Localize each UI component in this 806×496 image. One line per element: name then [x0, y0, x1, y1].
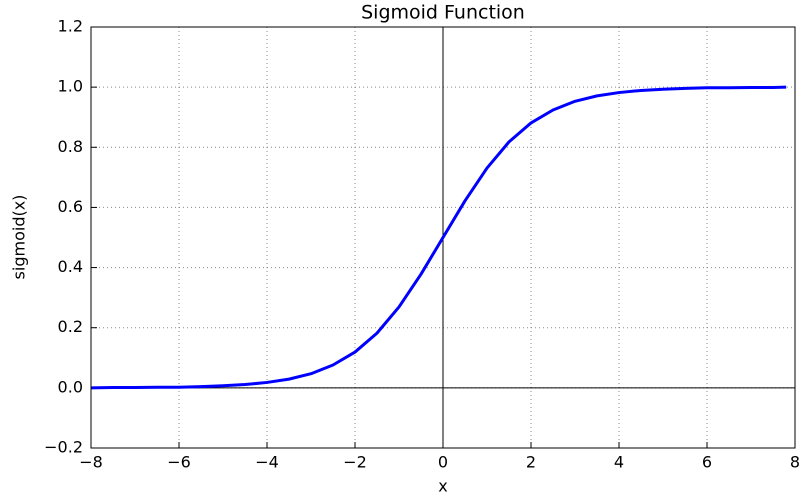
x-tick-label: 2 [526, 453, 536, 472]
y-tick-label: 0.6 [58, 197, 83, 216]
x-tick-label: 8 [790, 453, 800, 472]
y-tick-label: 0.2 [58, 317, 83, 336]
x-tick-label: 4 [614, 453, 624, 472]
x-tick-label: −2 [343, 453, 367, 472]
x-tick-label: −6 [167, 453, 191, 472]
chart-title: Sigmoid Function [361, 2, 525, 24]
y-tick-label: 0.8 [58, 137, 83, 156]
x-tick-label: −4 [255, 453, 279, 472]
x-tick-label: 6 [702, 453, 712, 472]
y-tick-label: 0.4 [58, 257, 83, 276]
y-tick-label: 1.2 [58, 17, 83, 36]
y-axis-label: sigmoid(x) [10, 195, 29, 280]
x-axis-label: x [438, 477, 447, 496]
x-tick-label: −8 [79, 453, 103, 472]
y-tick-label: −0.2 [44, 438, 83, 457]
y-tick-label: 0.0 [58, 377, 83, 396]
plot-frame [90, 26, 796, 449]
series-line [90, 85, 787, 390]
x-tick-label: 0 [438, 453, 448, 472]
y-tick-label: 1.0 [58, 77, 83, 96]
